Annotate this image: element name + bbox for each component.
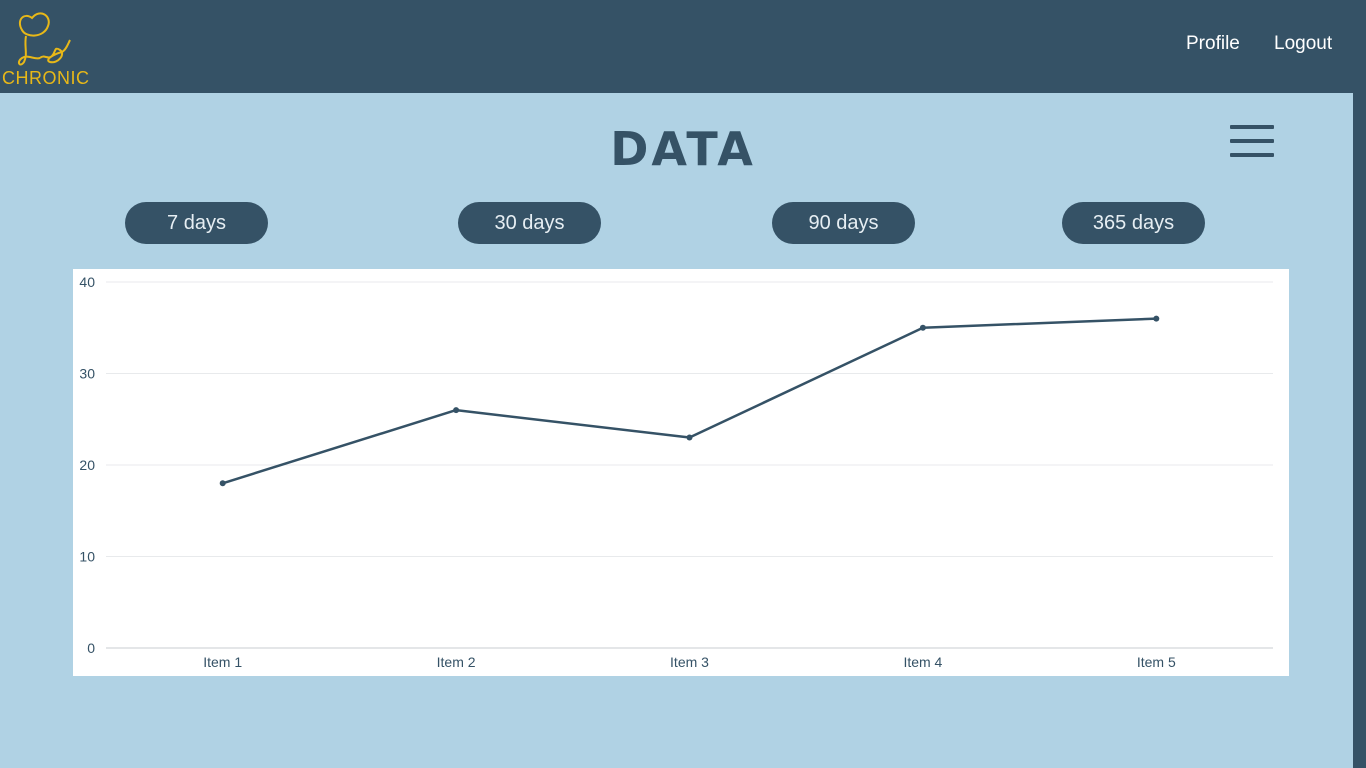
- y-tick-label: 0: [87, 640, 95, 656]
- top-bar: CHRONIC Profile Logout: [0, 0, 1366, 93]
- x-tick-label: Item 5: [1137, 654, 1176, 670]
- menu-bar: [1230, 153, 1274, 157]
- range-30-days-button[interactable]: 30 days: [458, 202, 601, 244]
- range-7-days-button[interactable]: 7 days: [125, 202, 268, 244]
- data-point[interactable]: [686, 434, 693, 441]
- hamburger-menu-icon[interactable]: [1230, 125, 1274, 159]
- page-title: DATA: [610, 122, 756, 176]
- scrollbar-thumb[interactable]: [1353, 93, 1366, 768]
- y-tick-label: 20: [79, 457, 95, 473]
- x-tick-label: Item 2: [437, 654, 476, 670]
- data-point[interactable]: [453, 407, 460, 414]
- y-tick-label: 40: [79, 274, 95, 290]
- menu-bar: [1230, 125, 1274, 129]
- x-tick-label: Item 1: [203, 654, 242, 670]
- series-line: [222, 317, 1157, 485]
- y-tick-label: 10: [79, 549, 95, 565]
- line-chart: 0 10 20 30 40 Item 1 Item 2 Item 3 Item 4 Item 5: [79, 274, 1273, 670]
- profile-link[interactable]: Profile: [1186, 33, 1240, 54]
- x-tick-label: Item 3: [670, 654, 709, 670]
- brand-logo[interactable]: CHRONIC: [2, 8, 94, 90]
- logout-link[interactable]: Logout: [1274, 33, 1333, 54]
- data-point[interactable]: [919, 324, 926, 331]
- range-90-days-button[interactable]: 90 days: [772, 202, 915, 244]
- brand-name: CHRONIC: [2, 68, 90, 88]
- menu-bar: [1230, 139, 1274, 143]
- data-point[interactable]: [1153, 315, 1160, 322]
- y-tick-label: 30: [79, 366, 95, 382]
- x-tick-label: Item 4: [903, 654, 942, 670]
- elephant-line-icon: [17, 12, 71, 66]
- range-365-days-button[interactable]: 365 days: [1062, 202, 1205, 244]
- chart-card: 0 10 20 30 40 Item 1 Item 2 Item 3 Item 4 Item 5: [73, 269, 1289, 676]
- data-point[interactable]: [219, 480, 226, 487]
